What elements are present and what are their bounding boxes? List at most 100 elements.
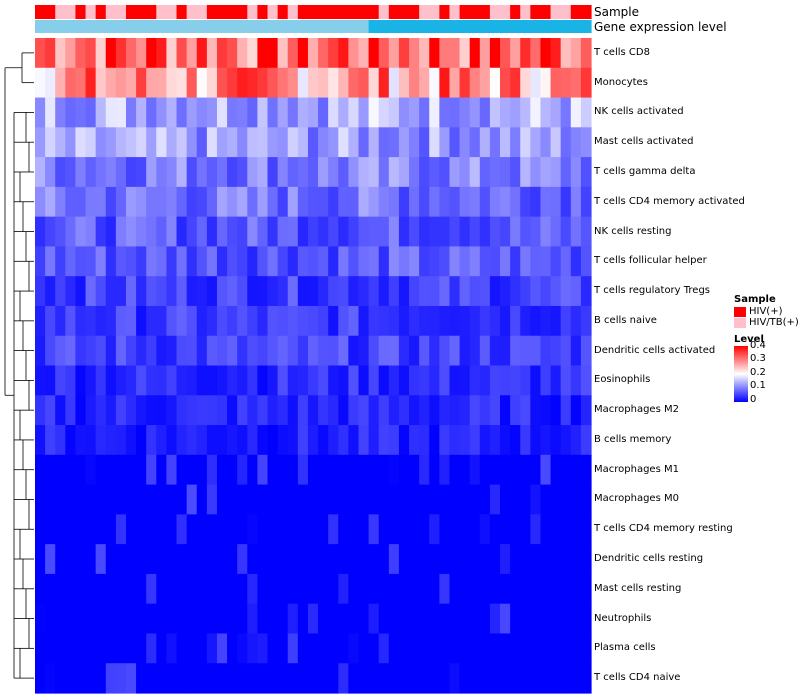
heatmap-cell xyxy=(318,157,329,188)
heatmap-cell xyxy=(55,663,66,694)
heatmap-cell xyxy=(105,276,117,307)
heatmap-cell xyxy=(520,157,531,188)
heatmap-cell xyxy=(388,603,400,635)
heatmap-cell xyxy=(55,335,66,367)
heatmap-cell xyxy=(115,276,127,307)
heatmap-cell xyxy=(166,663,178,694)
sample-track-label: Sample xyxy=(594,5,639,19)
expression-cell xyxy=(35,20,46,33)
sample-cell xyxy=(45,5,56,19)
heatmap-cell xyxy=(247,663,258,694)
heatmap-cell xyxy=(439,573,451,605)
heatmap-cell xyxy=(489,663,501,694)
heatmap-cell xyxy=(307,544,319,575)
heatmap-cell xyxy=(318,127,329,158)
heatmap-cell xyxy=(378,246,390,277)
heatmap-cell xyxy=(45,663,56,694)
heatmap-cell xyxy=(358,305,370,337)
heatmap-cell xyxy=(55,97,66,128)
heatmap-cell xyxy=(156,186,168,218)
expression-cell xyxy=(287,20,299,33)
heatmap-cell xyxy=(449,425,461,456)
heatmap-cell xyxy=(550,573,562,605)
heatmap-cell xyxy=(580,246,592,277)
heatmap-cell xyxy=(146,633,157,664)
heatmap-cell xyxy=(297,97,309,128)
heatmap-cell xyxy=(125,544,137,575)
heatmap-cell xyxy=(489,484,501,515)
heatmap-cell xyxy=(510,425,521,456)
heatmap-cell xyxy=(580,67,592,99)
sample-cell xyxy=(55,5,66,19)
heatmap-cell xyxy=(560,454,572,486)
heatmap-cell xyxy=(75,186,87,218)
heatmap-cell xyxy=(550,246,562,277)
heatmap-cell xyxy=(540,38,552,69)
heatmap-cell xyxy=(489,514,501,545)
heatmap-cell xyxy=(156,38,168,69)
heatmap-cell xyxy=(429,484,440,515)
sample-cell xyxy=(267,5,279,19)
heatmap-cell xyxy=(75,335,87,367)
heatmap-cell xyxy=(176,97,188,128)
heatmap-cell xyxy=(419,365,430,396)
heatmap-cell xyxy=(297,38,309,69)
heatmap-cell xyxy=(216,573,228,605)
heatmap-cell xyxy=(429,335,440,367)
heatmap-cell xyxy=(419,38,430,69)
expression-cell xyxy=(580,20,592,33)
heatmap-cell xyxy=(409,335,420,367)
heatmap-cell xyxy=(409,573,420,605)
heatmap-cell xyxy=(186,603,198,635)
expression-cell xyxy=(216,20,228,33)
heatmap-cell xyxy=(510,365,521,396)
sample-cell xyxy=(520,5,531,19)
heatmap-cell xyxy=(176,335,188,367)
level-legend: Level 0.4 0.3 0.2 0.1 0 xyxy=(734,334,799,405)
heatmap-cell xyxy=(247,484,258,515)
level-tick-0: 0 xyxy=(750,394,757,405)
heatmap-cell xyxy=(378,305,390,337)
heatmap-cell xyxy=(469,157,481,188)
heatmap-cell xyxy=(277,484,289,515)
heatmap-cell xyxy=(318,97,329,128)
heatmap-cells xyxy=(35,38,592,694)
legend-label-hiv-tb: HIV/TB(+) xyxy=(749,317,799,328)
heatmap-cell xyxy=(105,67,117,99)
heatmap-cell xyxy=(65,335,77,367)
heatmap-cell xyxy=(136,484,147,515)
heatmap-cell xyxy=(45,395,56,426)
expression-cell xyxy=(459,20,471,33)
heatmap-cell xyxy=(459,395,471,426)
heatmap-cell xyxy=(227,186,238,218)
heatmap-cell xyxy=(146,514,157,545)
heatmap-cell xyxy=(95,544,107,575)
heatmap-cell xyxy=(105,544,117,575)
heatmap-cell xyxy=(358,573,370,605)
heatmap-cell xyxy=(136,97,147,128)
expression-cell xyxy=(307,20,319,33)
heatmap-cell xyxy=(307,633,319,664)
heatmap-cell xyxy=(540,97,552,128)
heatmap-cell xyxy=(267,395,279,426)
heatmap-cell xyxy=(75,216,87,248)
heatmap-cell xyxy=(95,395,107,426)
heatmap-cell xyxy=(449,365,461,396)
heatmap-cell xyxy=(338,573,349,605)
heatmap-cell xyxy=(35,484,46,515)
heatmap-cell xyxy=(409,127,420,158)
heatmap-cell xyxy=(287,663,299,694)
heatmap-cell xyxy=(328,127,339,158)
heatmap-cell xyxy=(95,365,107,396)
heatmap-cell xyxy=(287,186,299,218)
heatmap-cell xyxy=(358,97,370,128)
heatmap-cell xyxy=(540,246,552,277)
heatmap-cell xyxy=(196,186,208,218)
heatmap-cell xyxy=(75,573,87,605)
heatmap-cell xyxy=(409,663,420,694)
heatmap-cell xyxy=(95,514,107,545)
sample-cell xyxy=(398,5,410,19)
heatmap-cell xyxy=(479,365,491,396)
sample-cell xyxy=(216,5,228,19)
heatmap-cell xyxy=(479,305,491,337)
